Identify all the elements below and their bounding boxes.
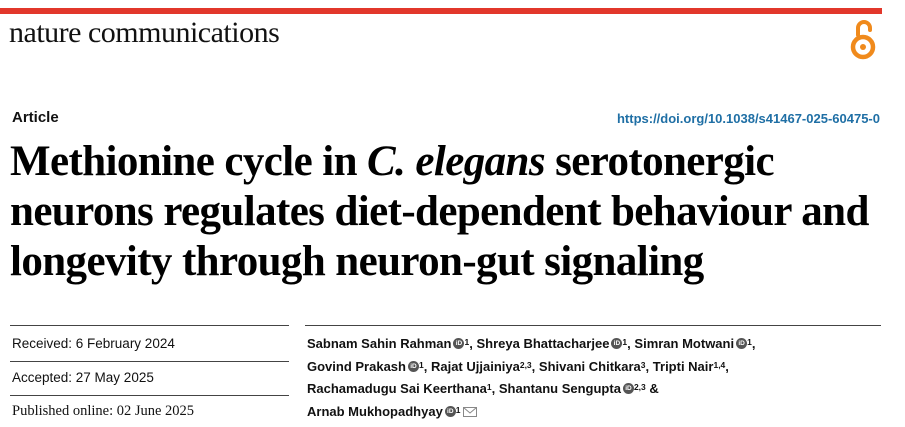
affiliation-number[interactable]: 1: [747, 337, 752, 347]
author-name-text: Rajat Ujjainiya: [430, 358, 520, 374]
affiliation-number[interactable]: 3: [640, 359, 646, 370]
author-separator: ,: [645, 358, 650, 374]
divider: [10, 361, 289, 362]
author-separator: ,: [725, 358, 729, 374]
affiliation-number[interactable]: 2,3: [633, 382, 646, 392]
author-separator: ,: [469, 336, 473, 351]
author-name-text: Shreya Bhattacharjee: [476, 336, 610, 351]
author-name[interactable]: Shreya Bhattacharjee 1,: [476, 336, 630, 351]
divider: [305, 325, 881, 326]
author-separator: &: [645, 381, 659, 396]
divider: [10, 325, 289, 326]
orcid-icon[interactable]: [444, 405, 456, 417]
author-name-text: Simran Motwani: [634, 336, 735, 351]
affiliation-number[interactable]: 1: [622, 337, 628, 347]
affiliation-number[interactable]: 2,3: [519, 359, 532, 370]
affiliation-number[interactable]: 1,4: [713, 359, 726, 370]
divider: [10, 395, 289, 396]
author-name-text: Shivani Chitkara: [538, 358, 641, 374]
published-date: Published online: 02 June 2025: [12, 403, 195, 419]
orcid-icon[interactable]: [407, 360, 419, 372]
author-name[interactable]: Tripti Nair1,4,: [653, 359, 729, 374]
author-list: Sabnam Sahin Rahman 1, Shreya Bhattacharj…: [307, 333, 887, 423]
orcid-icon[interactable]: [611, 338, 623, 349]
title-species: C. elegans: [367, 138, 546, 185]
author-name-text: Tripti Nair: [652, 358, 714, 374]
journal-name[interactable]: nature communications: [9, 16, 280, 49]
affiliation-number[interactable]: 1: [486, 382, 492, 392]
author-name-text: Shantanu Sengupta: [498, 381, 621, 396]
email-envelope-icon[interactable]: [462, 406, 477, 417]
accepted-date: Accepted: 27 May 2025: [12, 370, 154, 385]
author-name[interactable]: Arnab Mukhopadhyay 1: [307, 404, 477, 419]
author-separator: ,: [423, 358, 428, 374]
orcid-icon[interactable]: [736, 338, 748, 349]
author-separator: ,: [491, 381, 496, 396]
affiliation-number[interactable]: 1: [418, 359, 424, 370]
received-date: Received: 6 February 2024: [12, 336, 175, 351]
author-separator: ,: [627, 336, 631, 351]
author-name-text: Sabnam Sahin Rahman: [307, 336, 452, 351]
affiliation-number[interactable]: 1: [455, 404, 461, 415]
article-type: Article: [12, 109, 59, 126]
author-name-text: Arnab Mukhopadhyay: [307, 403, 443, 419]
journal-accent-bar: [0, 8, 882, 14]
author-separator: ,: [751, 336, 756, 351]
author-name[interactable]: Rajat Ujjainiya2,3,: [431, 359, 535, 374]
doi-link[interactable]: https://doi.org/10.1038/s41467-025-60475…: [616, 111, 880, 126]
open-access-lock-icon: [850, 20, 876, 60]
author-name[interactable]: Simran Motwani 1,: [634, 336, 755, 351]
author-name[interactable]: Shantanu Sengupta 2,3 &: [499, 381, 659, 396]
orcid-icon[interactable]: [453, 338, 465, 349]
orcid-icon[interactable]: [622, 383, 634, 394]
affiliation-number[interactable]: 1: [464, 337, 470, 347]
author-name[interactable]: Sabnam Sahin Rahman 1,: [307, 336, 473, 351]
author-separator: ,: [531, 358, 536, 374]
author-name[interactable]: Govind Prakash 1,: [307, 359, 427, 374]
author-name[interactable]: Rachamadugu Sai Keerthana1,: [307, 381, 495, 396]
author-name-text: Govind Prakash: [307, 358, 406, 374]
article-title: Methionine cycle in C. elegans serotoner…: [10, 137, 900, 287]
title-part-1: Methionine cycle in: [10, 138, 368, 185]
author-name[interactable]: Shivani Chitkara3,: [539, 359, 649, 374]
title-part-2: serotonergic neurons regulates diet-depe…: [10, 138, 869, 285]
author-name-text: Rachamadugu Sai Keerthana: [307, 381, 487, 396]
